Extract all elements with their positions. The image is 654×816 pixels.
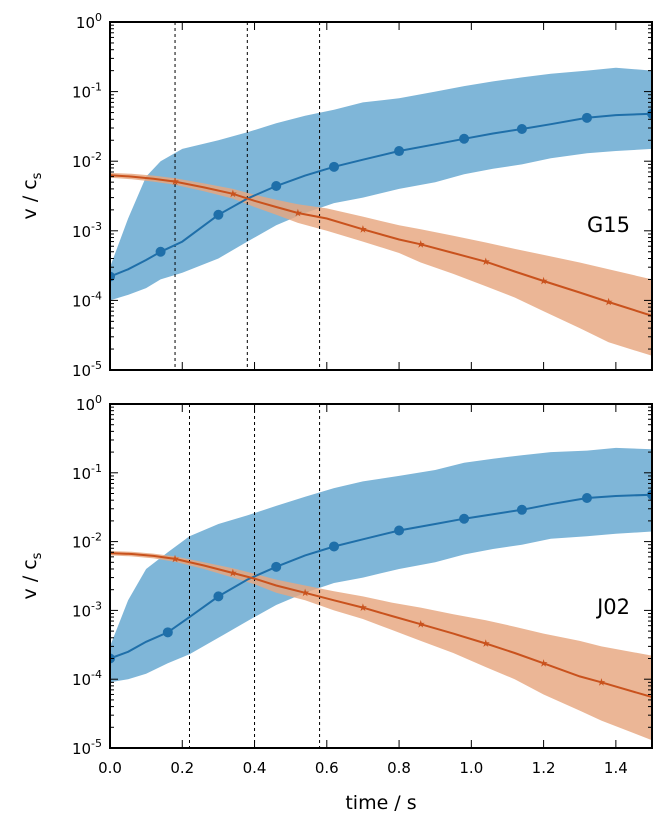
circle-marker-7 xyxy=(516,504,527,515)
star-marker-1 xyxy=(228,189,237,198)
y-tick-label-1: 10-1 xyxy=(72,81,102,102)
circle-marker-3 xyxy=(271,561,282,572)
circle-marker-1 xyxy=(155,246,166,257)
y-axis-label: v / cs xyxy=(19,172,45,219)
x-tick-label-7: 1.4 xyxy=(604,759,628,777)
orange-band xyxy=(110,172,652,356)
y-tick-label-3: 10-3 xyxy=(72,599,102,620)
orange-line xyxy=(110,174,652,317)
axes-frame xyxy=(109,21,653,371)
circle-marker-3 xyxy=(271,181,282,192)
orange-line xyxy=(110,552,652,699)
circle-marker-7 xyxy=(516,124,527,135)
y-tick-label-5: 10-5 xyxy=(72,359,102,380)
x-tick-label-4: 0.8 xyxy=(387,759,411,777)
y-tick-label-4: 10-4 xyxy=(72,289,102,310)
plot-area xyxy=(110,404,652,748)
y-tick-label-1: 10-1 xyxy=(72,462,102,483)
circle-marker-2 xyxy=(213,591,224,602)
star-marker-4 xyxy=(416,620,425,628)
circle-marker-6 xyxy=(459,133,470,144)
plot-area xyxy=(110,22,652,370)
circle-marker-6 xyxy=(459,513,470,524)
star-marker-3 xyxy=(358,225,367,233)
star-marker-0 xyxy=(171,177,179,185)
circle-marker-4 xyxy=(329,161,340,172)
y-tick-label-2: 10-2 xyxy=(72,531,102,552)
panel-label: G15 xyxy=(587,213,630,237)
blue-band xyxy=(110,67,652,301)
y-tick-label-5: 10-5 xyxy=(72,737,102,758)
x-tick-label-2: 0.4 xyxy=(243,759,267,777)
circle-marker-5 xyxy=(394,146,405,157)
star-marker-2 xyxy=(293,208,302,217)
star-marker-7 xyxy=(597,678,606,686)
y-tick-label-4: 10-4 xyxy=(72,668,102,689)
star-marker-6 xyxy=(539,659,548,667)
axes-frame xyxy=(109,403,653,749)
x-tick-label-6: 1.2 xyxy=(532,759,556,777)
star-marker-4 xyxy=(416,240,425,248)
y-tick-label-3: 10-3 xyxy=(72,220,102,241)
orange-band xyxy=(110,551,652,741)
circle-marker-8 xyxy=(581,493,592,504)
x-axis-label: time / s xyxy=(345,792,416,814)
circle-marker-2 xyxy=(213,209,224,220)
star-marker-3 xyxy=(358,603,367,611)
star-marker-5 xyxy=(481,639,490,647)
star-marker-5 xyxy=(481,257,490,266)
y-tick-label-0: 100 xyxy=(76,393,102,414)
circle-marker-8 xyxy=(581,112,592,123)
x-tick-label-5: 1.0 xyxy=(459,759,483,777)
panel-g15: 100 10-1 10-2 10-3 10-4 10-5 v / cs G15 xyxy=(19,11,653,380)
circle-marker-1 xyxy=(162,627,173,638)
star-marker-1 xyxy=(228,568,237,577)
x-tick-label-1: 0.2 xyxy=(170,759,194,777)
x-tick-label-0: 0.0 xyxy=(98,759,122,777)
circle-marker-9 xyxy=(647,489,652,500)
star-marker-0 xyxy=(171,554,179,563)
star-marker-7 xyxy=(604,297,613,306)
circle-marker-9 xyxy=(647,108,652,119)
circle-marker-4 xyxy=(329,541,340,552)
y-tick-label-2: 10-2 xyxy=(72,150,102,171)
y-axis-label: v / cs xyxy=(19,552,45,599)
x-tick-label-3: 0.6 xyxy=(315,759,339,777)
star-marker-6 xyxy=(539,276,548,285)
circle-marker-5 xyxy=(394,525,405,536)
star-marker-2 xyxy=(301,588,310,597)
panel-label: J02 xyxy=(595,595,630,619)
blue-band xyxy=(110,447,652,683)
panel-j02: 100 10-1 10-2 10-3 10-4 10-50.0 0.2 0.4 0.6 0.8 1.… xyxy=(19,393,653,777)
y-tick-label-0: 100 xyxy=(76,11,102,32)
